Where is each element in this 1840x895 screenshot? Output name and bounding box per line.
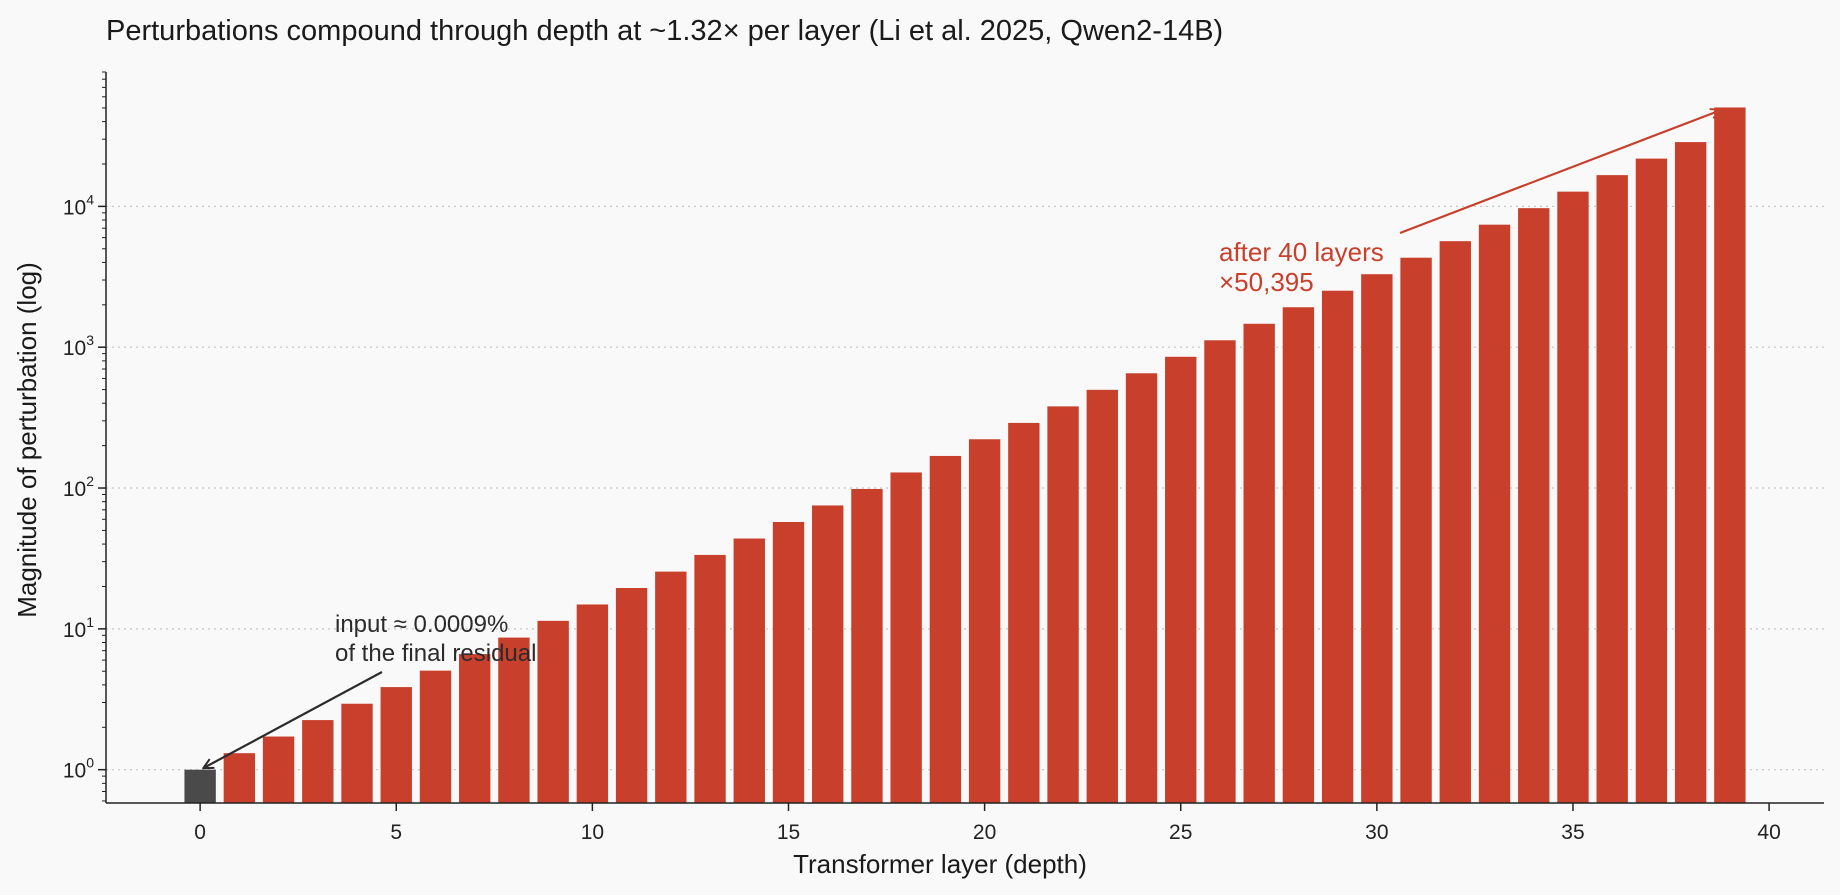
y-tick-label: 100	[63, 755, 94, 783]
bar-layer-20	[968, 439, 1001, 803]
bar-layer-28	[1282, 307, 1315, 803]
x-tick-label: 15	[777, 821, 800, 844]
bar-layer-9	[537, 620, 569, 803]
bar-layer-4	[341, 703, 373, 803]
bar-layer-10	[576, 604, 609, 803]
bar-layer-6	[419, 670, 452, 803]
bar-layer-31	[1400, 257, 1432, 804]
x-tick-label: 35	[1561, 821, 1584, 844]
bar-layer-18	[890, 472, 922, 803]
bar-layer-3	[302, 720, 334, 803]
bar-layer-1	[223, 753, 256, 803]
chart-title: Perturbations compound through depth at …	[106, 15, 1223, 47]
bar-layer-24	[1125, 373, 1158, 803]
bar-layer-14	[733, 538, 765, 803]
bar-layer-8	[498, 637, 530, 803]
annotation-final-line: after 40 layers	[1219, 237, 1384, 267]
bar-layer-11	[615, 588, 648, 803]
annotation-final-arrow	[1399, 110, 1720, 235]
bar-layer-7	[459, 654, 491, 803]
bar-layer-39	[1714, 107, 1746, 804]
bar-layer-30	[1361, 274, 1393, 803]
x-tick-label: 0	[194, 821, 206, 844]
bar-layer-16	[812, 505, 844, 803]
bar-layer-27	[1243, 323, 1275, 803]
bar-layer-25	[1165, 356, 1197, 803]
x-tick-label: 20	[973, 821, 996, 844]
bar-layer-35	[1557, 191, 1589, 803]
y-tick-label: 104	[63, 191, 94, 219]
x-tick-label: 40	[1757, 821, 1780, 844]
bar-layer-12	[655, 571, 687, 803]
bar-layer-13	[694, 554, 726, 803]
x-tick-label: 30	[1365, 821, 1388, 844]
bar-layer-36	[1596, 175, 1628, 803]
annotation-input-line: input ≈ 0.0009%	[335, 611, 508, 638]
grid-lines	[106, 205, 1824, 771]
annotation-input-line: of the final residual	[335, 640, 536, 667]
y-tick-label: 102	[63, 473, 94, 501]
bar-layer-29	[1321, 290, 1354, 803]
y-tick-label: 103	[63, 332, 94, 360]
axes	[105, 72, 1824, 804]
bar-layer-19	[929, 455, 962, 803]
bar-layer-26	[1204, 340, 1236, 803]
bar-input-layer-0	[184, 769, 216, 803]
x-tick-label: 10	[581, 821, 604, 844]
bar-layer-5	[380, 687, 412, 803]
y-tick-label: 101	[63, 614, 94, 642]
bar-layer-15	[772, 521, 805, 803]
annotation-input-arrow	[204, 671, 383, 768]
bar-layer-17	[851, 488, 883, 803]
x-ticks: 0 5 10 15 20 25 30 35 40	[194, 803, 1781, 844]
bar-layer-23	[1086, 389, 1118, 803]
annotation-final-line: ×50,395	[1219, 267, 1314, 297]
x-axis-label: Transformer layer (depth)	[793, 849, 1087, 879]
x-tick-label: 5	[390, 821, 402, 844]
bar-layer-37	[1635, 158, 1668, 803]
y-axis-label: Magnitude of perturbation (log)	[12, 262, 42, 618]
bar-layer-38	[1674, 142, 1707, 804]
bar-layer-32	[1439, 241, 1471, 803]
bar-layer-33	[1478, 224, 1511, 804]
y-ticks: 100 101 102 103 104	[63, 71, 106, 802]
bar-layer-34	[1518, 208, 1550, 804]
bar-layer-2	[262, 736, 295, 803]
annotations: input ≈ 0.0009%of the final residual afte…	[204, 110, 1720, 767]
bar-layer-22	[1047, 406, 1079, 803]
bar-layer-21	[1008, 422, 1040, 803]
x-tick-label: 25	[1169, 821, 1192, 844]
bars	[184, 107, 1746, 804]
